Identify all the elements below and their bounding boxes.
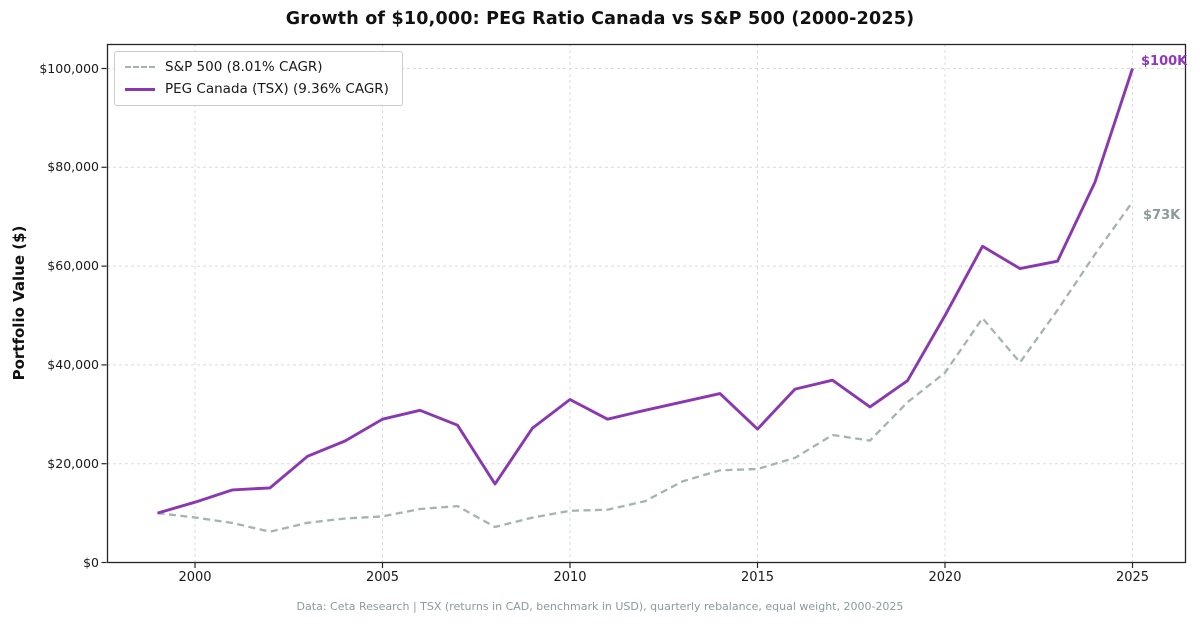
x-tick-label: 2025 bbox=[1115, 570, 1150, 585]
sp500-dashed-line-swatch bbox=[125, 66, 155, 68]
data-source-footer: Data: Ceta Research | TSX (returns in CA… bbox=[296, 600, 904, 613]
x-tick-label: 2005 bbox=[365, 570, 400, 585]
y-tick-label: $60,000 bbox=[47, 258, 99, 274]
chart-title: Growth of $10,000: PEG Ratio Canada vs S… bbox=[285, 9, 915, 29]
peg-end-value-annotation: $100K bbox=[1141, 54, 1188, 69]
legend-label-peg-canada: PEG Canada (TSX) (9.36% CAGR) bbox=[165, 81, 389, 97]
peg-canada-series-line bbox=[157, 68, 1134, 515]
x-tick-label: 2015 bbox=[740, 570, 775, 585]
y-tick-label: $20,000 bbox=[47, 455, 99, 471]
y-tick-label: $0 bbox=[83, 554, 99, 570]
x-tick-label: 2010 bbox=[553, 570, 587, 585]
chart-canvas bbox=[101, 43, 1187, 568]
y-tick-label: $100,000 bbox=[39, 60, 99, 76]
y-tick-label: $80,000 bbox=[47, 159, 99, 175]
x-tick-label: 2020 bbox=[928, 570, 962, 585]
peg-solid-line-swatch bbox=[125, 87, 155, 91]
plot-border bbox=[106, 43, 1187, 564]
legend-item-peg-canada: PEG Canada (TSX) (9.36% CAGR) bbox=[125, 81, 389, 97]
legend-item-sp500: S&P 500 (8.01% CAGR) bbox=[125, 59, 389, 75]
plot-area: S&P 500 (8.01% CAGR) PEG Canada (TSX) (9… bbox=[101, 43, 1188, 568]
y-tick-label: $40,000 bbox=[47, 356, 99, 372]
x-tick-label: 2000 bbox=[178, 570, 212, 585]
sp500-series-line bbox=[157, 201, 1134, 533]
legend-label-sp500: S&P 500 (8.01% CAGR) bbox=[165, 59, 323, 75]
sp500-end-value-annotation: $73K bbox=[1143, 208, 1181, 223]
legend: S&P 500 (8.01% CAGR) PEG Canada (TSX) (9… bbox=[114, 51, 403, 106]
